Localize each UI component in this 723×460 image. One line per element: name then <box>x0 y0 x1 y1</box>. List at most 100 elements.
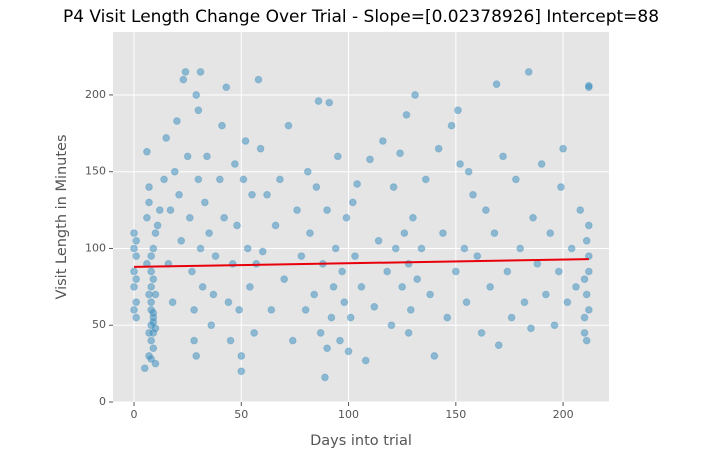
point <box>181 68 190 76</box>
point <box>391 244 400 253</box>
point <box>151 290 160 299</box>
point <box>203 152 211 161</box>
point <box>321 373 329 382</box>
y-tick-label: 50 <box>92 318 106 331</box>
point <box>576 206 585 214</box>
point <box>145 183 153 191</box>
point <box>237 352 246 360</box>
point <box>209 290 218 299</box>
point <box>456 160 465 168</box>
point <box>149 344 158 353</box>
point <box>417 244 426 253</box>
x-axis-label: Days into trial <box>310 433 412 449</box>
x-tick-label: 100 <box>338 408 359 421</box>
point <box>153 221 162 230</box>
x-tick-label: 50 <box>234 408 248 421</box>
point <box>481 206 490 214</box>
point <box>340 298 349 307</box>
point <box>378 137 387 145</box>
point <box>333 152 342 161</box>
point <box>582 290 591 299</box>
point <box>387 321 396 330</box>
point <box>336 336 344 345</box>
point <box>145 198 153 207</box>
y-tick-label: 100 <box>85 241 106 254</box>
point <box>147 282 156 291</box>
point <box>220 213 229 222</box>
point <box>464 167 473 176</box>
point <box>327 313 336 322</box>
point <box>254 75 263 84</box>
point <box>312 183 321 191</box>
point <box>310 290 319 299</box>
point <box>567 244 576 253</box>
point <box>267 305 276 314</box>
y-axis-label: Visit Length in Minutes <box>54 134 70 299</box>
point <box>130 305 138 314</box>
point <box>537 160 546 168</box>
point <box>563 298 572 307</box>
point <box>233 221 241 230</box>
point <box>329 282 338 291</box>
point <box>155 206 164 214</box>
point <box>582 236 591 245</box>
point <box>404 329 413 337</box>
chart-title: P4 Visit Length Change Over Trial - Slop… <box>63 7 659 27</box>
point <box>546 229 555 238</box>
point <box>130 244 138 253</box>
point <box>499 152 507 161</box>
point <box>215 175 224 184</box>
point <box>580 313 589 322</box>
point <box>205 229 214 238</box>
point <box>430 352 439 360</box>
point <box>584 221 593 230</box>
point <box>524 68 533 76</box>
point <box>188 267 196 276</box>
point <box>348 198 357 207</box>
point <box>492 80 501 89</box>
point <box>462 298 471 307</box>
point <box>175 190 183 199</box>
point <box>325 98 334 107</box>
point <box>245 282 254 291</box>
point <box>584 305 593 314</box>
point <box>132 313 141 322</box>
x-tick-label: 200 <box>553 408 574 421</box>
point <box>559 144 567 153</box>
point <box>207 321 216 330</box>
point <box>494 341 503 350</box>
point <box>190 336 198 345</box>
point <box>130 267 138 276</box>
point <box>235 305 244 314</box>
point <box>160 175 168 184</box>
point <box>241 137 250 145</box>
point <box>533 259 542 268</box>
point <box>346 313 355 322</box>
point <box>142 147 151 156</box>
point <box>250 329 259 337</box>
point <box>276 175 284 184</box>
point <box>149 309 158 317</box>
point <box>140 364 149 373</box>
point <box>194 175 203 184</box>
point <box>271 221 280 230</box>
point <box>361 356 370 365</box>
point <box>256 144 265 153</box>
point <box>173 117 181 125</box>
point <box>426 290 434 299</box>
point <box>198 282 207 291</box>
fit-line <box>134 258 589 268</box>
point <box>413 275 422 284</box>
point <box>398 282 407 291</box>
point <box>557 183 565 191</box>
point <box>351 252 359 261</box>
point <box>147 298 156 307</box>
point <box>149 244 158 253</box>
point <box>314 97 323 105</box>
point <box>490 229 499 238</box>
point <box>132 275 141 284</box>
point <box>374 236 383 245</box>
point <box>503 267 512 276</box>
point <box>192 91 201 99</box>
